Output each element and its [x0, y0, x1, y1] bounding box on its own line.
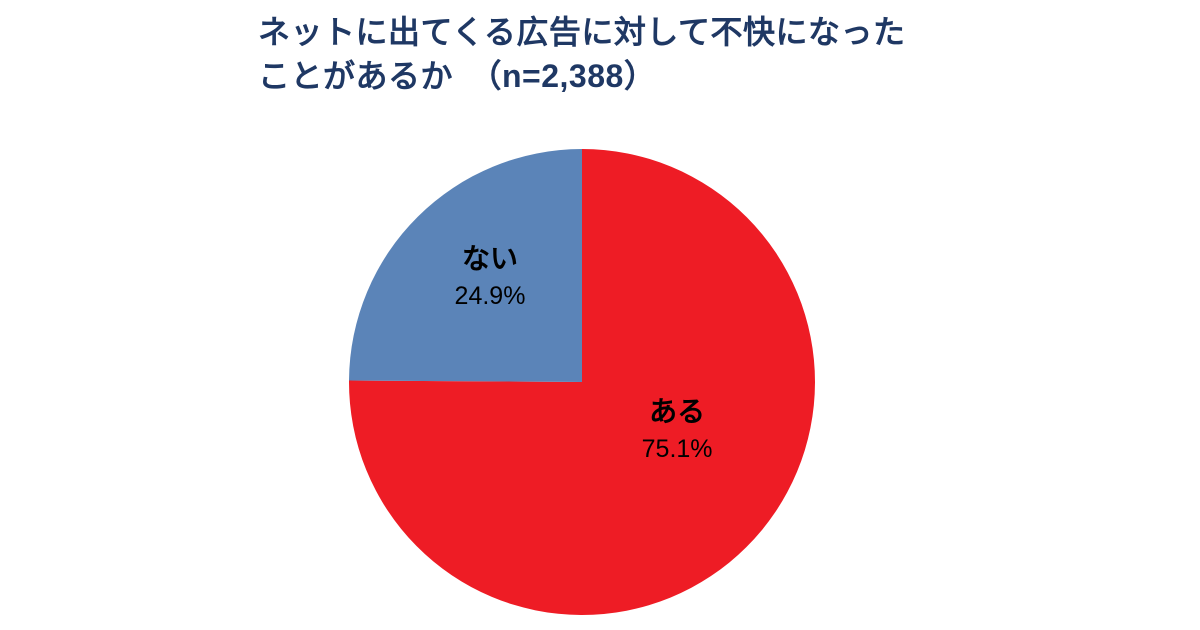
chart-title-line2: ことがあるか （n=2,388）	[258, 58, 657, 95]
chart-title: ネットに出てくる広告に対して不快になった ことがあるか （n=2,388）	[258, 10, 905, 98]
pie-slice-ある	[348, 149, 815, 615]
slice-name-text: ある	[649, 396, 705, 427]
slice-percent-text: 24.9%	[455, 282, 526, 310]
pie-label-ない: ない 24.9%	[455, 243, 526, 310]
chart-title-line1: ネットに出てくる広告に対して不快になった	[258, 14, 906, 50]
slice-name-text: ない	[462, 243, 518, 274]
pie-slice-ない	[349, 148, 582, 382]
slice-percent-text: 75.1%	[642, 435, 713, 463]
pie-label-ある: ある 75.1%	[642, 396, 713, 463]
